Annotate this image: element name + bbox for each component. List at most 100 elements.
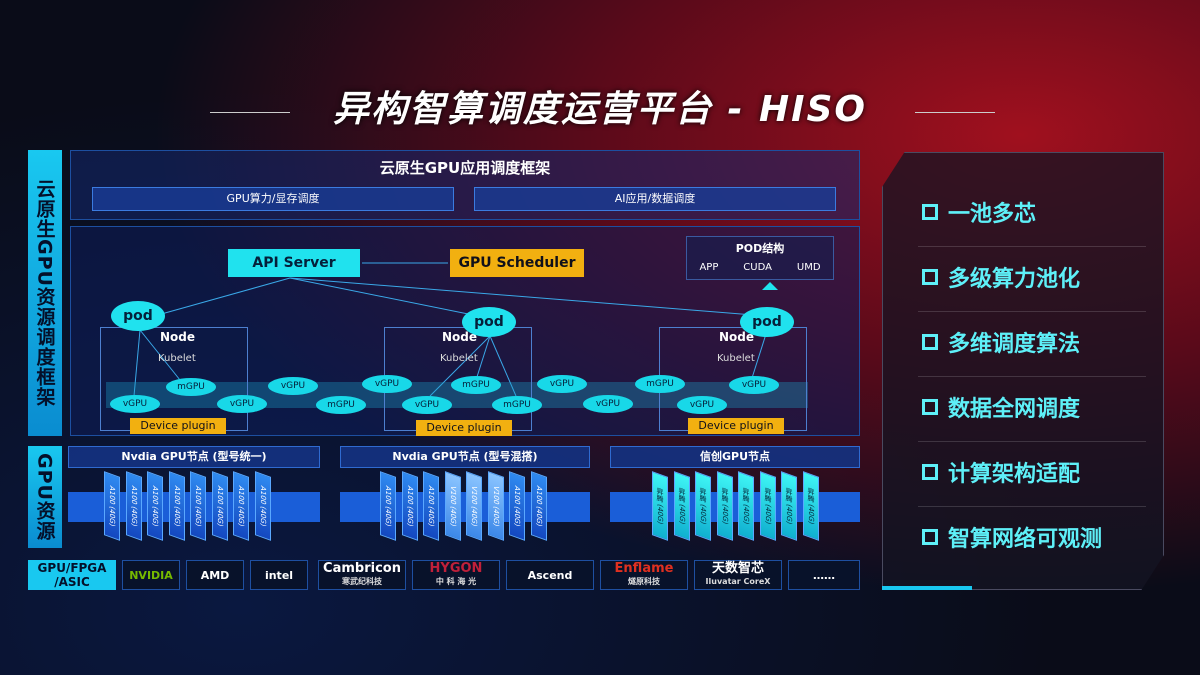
gpu-chip: 昇腾 (40G) bbox=[716, 471, 733, 541]
features-panel bbox=[882, 152, 1164, 590]
page-title: 异构智算调度运营平台 - HISO bbox=[332, 89, 868, 130]
gpu-chip: A100 (40G) bbox=[423, 471, 439, 541]
gpu-chip: A100 (40G) bbox=[190, 471, 206, 541]
ai-data-bar: AI应用/数据调度 bbox=[474, 187, 836, 211]
vgpu-ellipse: vGPU bbox=[583, 395, 633, 413]
vendor-logo-cambricon: Cambricon 寒武纪科技 bbox=[318, 560, 406, 590]
panel-accent bbox=[882, 586, 972, 590]
pod-2[interactable]: pod bbox=[462, 307, 516, 337]
gpu-chip: V100 (40G) bbox=[487, 471, 504, 541]
vendor-name: intel bbox=[264, 568, 294, 582]
feature-item: 计算架构适配 bbox=[922, 456, 1080, 488]
gpu-chip: V100 (40G) bbox=[444, 471, 461, 541]
mgpu-ellipse: mGPU bbox=[166, 378, 216, 396]
gpu-chip: A100 (40G) bbox=[380, 471, 396, 541]
divider bbox=[918, 311, 1146, 312]
framework-title: 云原生GPU应用调度框架 bbox=[379, 159, 551, 177]
vendor-logo-: …… bbox=[788, 560, 860, 590]
gpu-node-title-2: Nvdia GPU节点 (型号混搭) bbox=[340, 446, 590, 468]
gpu-band-2 bbox=[340, 492, 590, 522]
gpu-chip: A100 (40G) bbox=[401, 471, 418, 541]
gpu-chip: A100 (40G) bbox=[147, 471, 163, 541]
vgpu-ellipse: vGPU bbox=[729, 376, 779, 394]
checkbox-icon bbox=[922, 269, 938, 285]
gpu-chip: A100 (40G) bbox=[254, 471, 271, 541]
vendor-subname: 燧原科技 bbox=[628, 577, 660, 586]
gpu-chip: V100 (40G) bbox=[466, 471, 482, 541]
vendor-name: …… bbox=[813, 568, 835, 582]
gpu-compute-bar: GPU算力/显存调度 bbox=[92, 187, 454, 211]
feature-item: 一池多芯 bbox=[922, 196, 1036, 228]
title-line-right bbox=[915, 112, 995, 113]
gpu-chip: 昇腾 (40G) bbox=[652, 471, 668, 541]
pod-1[interactable]: pod bbox=[111, 301, 165, 331]
title-line-left bbox=[210, 112, 290, 113]
feature-label: 一池多芯 bbox=[948, 202, 1037, 227]
vendor-logo-nvidia: NVIDIA bbox=[122, 560, 180, 590]
kubelet-label: Kubelet bbox=[440, 353, 478, 364]
mgpu-ellipse: mGPU bbox=[451, 376, 501, 394]
pod-structure-box: POD结构 APP CUDA UMD bbox=[686, 236, 834, 280]
vendor-logo-hygon: HYGON 中 科 海 光 bbox=[412, 560, 500, 590]
api-server-box[interactable]: API Server bbox=[228, 249, 360, 277]
feature-label: 智算网络可观测 bbox=[948, 527, 1103, 552]
vgpu-ellipse: vGPU bbox=[677, 396, 727, 414]
node-label: Node bbox=[160, 330, 196, 344]
gpu-chip: A100 (40G) bbox=[530, 471, 547, 541]
checkbox-icon bbox=[922, 464, 938, 480]
vendor-name: 天数智芯 bbox=[711, 561, 764, 576]
device-plugin-2: Device plugin bbox=[416, 420, 512, 436]
device-plugin-1: Device plugin bbox=[130, 418, 226, 434]
gpu-node-title-3: 信创GPU节点 bbox=[610, 446, 860, 468]
gpu-chip: A100 (40G) bbox=[509, 471, 525, 541]
feature-item: 数据全网调度 bbox=[922, 391, 1080, 423]
vgpu-ellipse: vGPU bbox=[268, 377, 318, 395]
vendor-name: Enflame bbox=[614, 561, 674, 576]
node-label: Node bbox=[719, 330, 755, 344]
vendor-logo-amd: AMD bbox=[186, 560, 244, 590]
vgpu-ellipse: vGPU bbox=[402, 396, 452, 414]
kubelet-label: Kubelet bbox=[717, 353, 755, 364]
device-plugin-3: Device plugin bbox=[688, 418, 784, 434]
gpu-chip: A100 (40G) bbox=[104, 471, 120, 541]
mgpu-ellipse: mGPU bbox=[635, 375, 685, 393]
gpu-chip: 昇腾 (40G) bbox=[781, 471, 797, 541]
gpu-chip: A100 (40G) bbox=[168, 471, 185, 541]
vendor-logo-intel: intel bbox=[250, 560, 308, 590]
gpu-chip: A100 (40G) bbox=[233, 471, 249, 541]
divider bbox=[918, 376, 1146, 377]
mgpu-ellipse: mGPU bbox=[316, 396, 366, 414]
checkbox-icon bbox=[922, 399, 938, 415]
vgpu-ellipse: vGPU bbox=[110, 395, 160, 413]
node-label: Node bbox=[442, 330, 478, 344]
vendor-logo-ascend: Ascend bbox=[506, 560, 594, 590]
vendor-name: Ascend bbox=[527, 568, 573, 582]
side-label-vendor: GPU/FPGA /ASIC bbox=[28, 560, 116, 590]
vendor-name: Cambricon bbox=[323, 561, 401, 576]
side-label-framework: 云原生GPU资源调度框架 bbox=[28, 150, 62, 436]
feature-label: 多维调度算法 bbox=[948, 332, 1081, 357]
gpu-chip: A100 (40G) bbox=[125, 471, 142, 541]
mgpu-ellipse: mGPU bbox=[492, 396, 542, 414]
kubelet-label: Kubelet bbox=[158, 353, 196, 364]
gpu-scheduler-box[interactable]: GPU Scheduler bbox=[450, 249, 584, 277]
checkbox-icon bbox=[922, 204, 938, 220]
side-label-gpu: GPU资源 bbox=[28, 446, 62, 548]
pod-3[interactable]: pod bbox=[740, 307, 794, 337]
vendor-logo-: 天数智芯 Iluvatar CoreX bbox=[694, 560, 782, 590]
gpu-chip: 昇腾 (40G) bbox=[695, 471, 711, 541]
vgpu-ellipse: vGPU bbox=[217, 395, 267, 413]
feature-label: 多级算力池化 bbox=[948, 267, 1081, 292]
gpu-band-3 bbox=[610, 492, 860, 522]
feature-item: 多级算力池化 bbox=[922, 261, 1080, 293]
pod-item-app: APP bbox=[699, 262, 719, 273]
vendor-name: AMD bbox=[200, 568, 230, 582]
vendor-logo-enflame: Enflame 燧原科技 bbox=[600, 560, 688, 590]
vendor-subname: 寒武纪科技 bbox=[342, 577, 382, 586]
gpu-chip: 昇腾 (40G) bbox=[738, 471, 754, 541]
checkbox-icon bbox=[922, 334, 938, 350]
pod-structure-title: POD结构 bbox=[735, 242, 785, 255]
vgpu-ellipse: vGPU bbox=[537, 375, 587, 393]
gpu-chip: 昇腾 (40G) bbox=[802, 471, 819, 541]
pod-item-cuda: CUDA bbox=[743, 262, 772, 273]
